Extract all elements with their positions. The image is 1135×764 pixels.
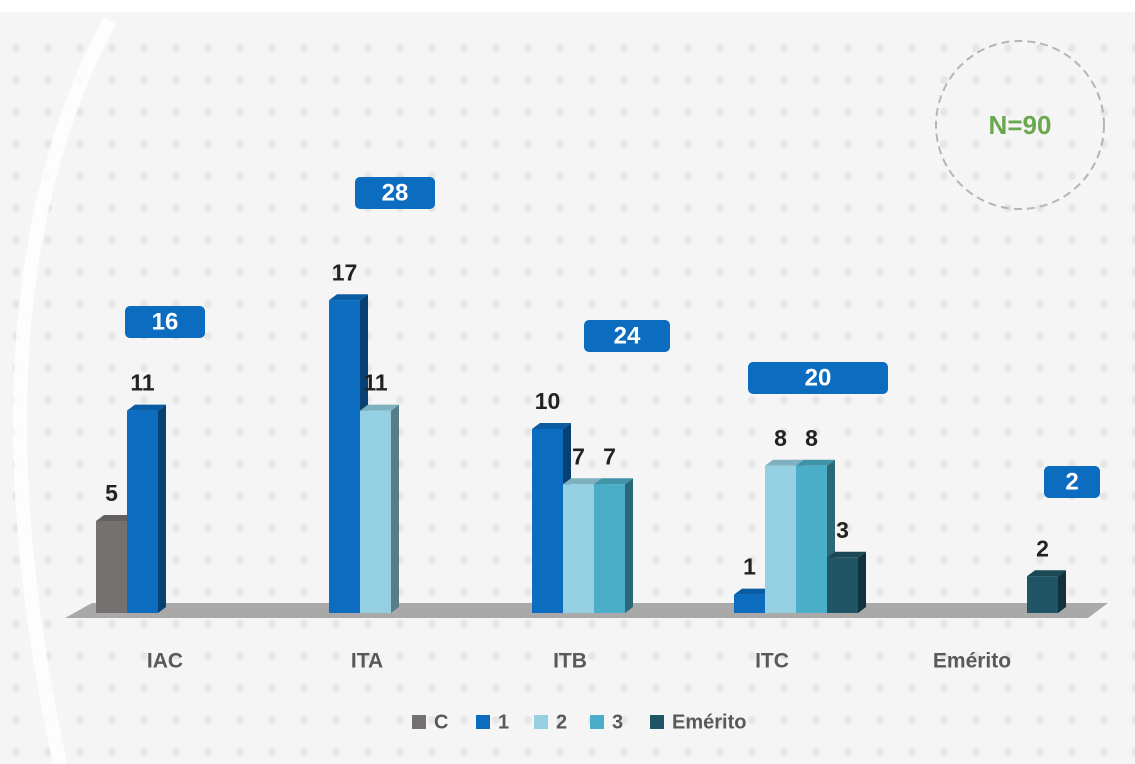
bar-side <box>158 404 166 613</box>
total-label: 16 <box>152 308 179 335</box>
value-label: 11 <box>130 370 155 396</box>
legend-label: 2 <box>556 711 567 733</box>
legend-swatch <box>534 715 548 729</box>
value-label: 17 <box>332 259 358 285</box>
legend-swatch <box>412 715 426 729</box>
value-label: 7 <box>572 443 585 469</box>
total-label: 2 <box>1065 468 1078 495</box>
bar-top <box>329 294 368 301</box>
total-box <box>1044 466 1100 498</box>
legend-label: C <box>434 711 448 733</box>
bar-top <box>96 515 135 521</box>
bar-top <box>1027 570 1066 577</box>
x-tick-label: IAC <box>147 650 183 673</box>
bar-top <box>360 404 399 411</box>
total-box <box>584 320 670 352</box>
background-dots <box>0 20 1135 764</box>
bar-side <box>1058 570 1066 613</box>
legend-label: 3 <box>612 711 623 733</box>
bar <box>563 484 594 613</box>
value-label: 1 <box>743 554 756 580</box>
value-label: 10 <box>535 388 561 414</box>
bar <box>1027 576 1058 613</box>
bar-side <box>625 478 633 613</box>
value-label: 11 <box>363 370 388 396</box>
bar <box>594 484 625 613</box>
legend-swatch <box>590 715 604 729</box>
value-label: 8 <box>805 425 818 451</box>
legend-swatch <box>476 715 490 729</box>
bar-top <box>796 459 835 466</box>
bar-side <box>391 404 399 613</box>
annotation: N=90 <box>989 110 1052 140</box>
legend-label: Emérito <box>672 711 746 733</box>
total-box <box>355 177 435 209</box>
bar-top <box>127 404 166 411</box>
value-label: 3 <box>836 517 849 543</box>
x-tick-label: ITB <box>553 650 587 673</box>
bar <box>96 521 127 613</box>
total-label: 24 <box>614 322 641 349</box>
bar-top <box>532 423 571 429</box>
legend-label: 1 <box>498 711 509 733</box>
x-tick-label: ITA <box>351 650 383 673</box>
bar <box>360 410 391 613</box>
bar-top <box>827 551 866 558</box>
bar-top <box>594 478 633 485</box>
annotation-circle <box>935 40 1105 210</box>
bar-top <box>765 459 804 466</box>
value-label: 2 <box>1036 535 1049 561</box>
bar <box>827 557 858 613</box>
x-tick-label: Emérito <box>933 650 1011 673</box>
bar <box>734 594 765 613</box>
bar <box>532 429 563 613</box>
total-label: 20 <box>805 364 832 391</box>
total-box <box>125 306 205 338</box>
value-label: 7 <box>603 443 616 469</box>
bar-side <box>858 551 866 613</box>
bar <box>765 465 796 613</box>
bar-top <box>563 478 602 485</box>
value-label: 8 <box>774 425 787 451</box>
bar <box>127 410 158 613</box>
bar <box>329 300 360 613</box>
decor-arc <box>13 16 117 764</box>
value-label: 5 <box>105 480 118 506</box>
bar <box>796 465 827 613</box>
total-box <box>748 362 888 394</box>
bar-top <box>734 588 773 595</box>
total-label: 28 <box>382 179 409 206</box>
top-strip <box>0 0 1135 12</box>
legend-swatch <box>650 715 664 729</box>
x-tick-label: ITC <box>755 650 789 673</box>
